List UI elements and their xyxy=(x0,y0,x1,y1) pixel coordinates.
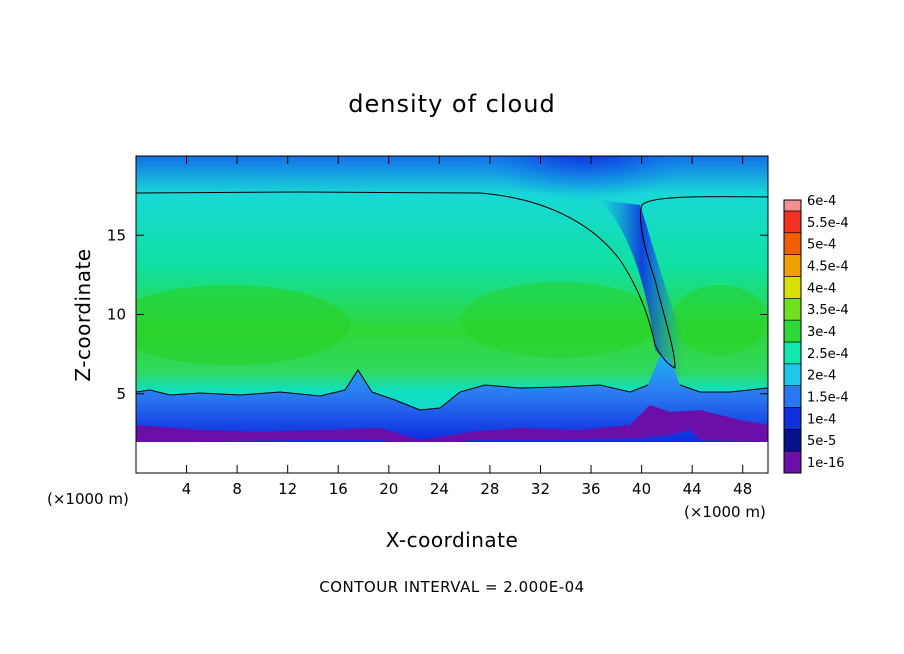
x-tick-label: 28 xyxy=(480,480,499,498)
colorbar-swatch xyxy=(783,232,802,255)
colorbar-swatch xyxy=(783,363,802,386)
y-tick-label: 15 xyxy=(107,226,126,244)
x-tick-label: 48 xyxy=(733,480,752,498)
x-tick-label: 40 xyxy=(632,480,651,498)
contour-lower xyxy=(136,369,649,411)
y-tick-label: 10 xyxy=(107,306,126,324)
y-tick-label: 5 xyxy=(116,385,126,403)
x-axis-ticks: 4 8 12 16 20 24 28 32 36 40 44 48 xyxy=(182,156,752,498)
x-unit-left: (×1000 m) xyxy=(47,490,129,508)
x-tick-label: 24 xyxy=(430,480,449,498)
y-axis-label: Z-coordinate xyxy=(71,248,95,381)
contour-upper xyxy=(136,191,768,369)
colorbar: 1e-16 5e-5 1e-4 1.5e-4 2e-4 2.5e-4 3e-4 3.5e-4 4… xyxy=(783,194,849,474)
x-axis-label: X-coordinate xyxy=(386,528,519,552)
contour-interval-note: CONTOUR INTERVAL = 2.000E-04 xyxy=(319,578,584,596)
no-cloud-notch xyxy=(405,442,470,452)
x-tick-label: 16 xyxy=(329,480,348,498)
colorbar-swatch xyxy=(783,319,802,343)
colorbar-label: 2.5e-4 xyxy=(807,347,849,362)
green-core-right xyxy=(460,282,660,358)
green-core-far-right xyxy=(672,285,768,355)
colorbar-swatch xyxy=(783,297,802,321)
colorbar-frame xyxy=(783,199,802,474)
colorbar-label: 1.5e-4 xyxy=(807,391,849,406)
colorbar-label: 4e-4 xyxy=(807,281,836,296)
colorbar-swatch xyxy=(783,199,802,212)
x-tick-label: 8 xyxy=(232,480,242,498)
x-tick-label: 20 xyxy=(379,480,398,498)
colorbar-swatch xyxy=(783,341,802,365)
x-tick-label: 36 xyxy=(581,480,600,498)
x-tick-label: 12 xyxy=(278,480,297,498)
y-axis-ticks: 5 10 15 xyxy=(107,226,768,403)
plot-area xyxy=(136,156,768,473)
colorbar-label: 3.5e-4 xyxy=(807,303,849,318)
colorbar-label: 3e-4 xyxy=(807,325,836,340)
x-unit-right: (×1000 m) xyxy=(684,503,766,521)
colorbar-label: 2e-4 xyxy=(807,369,836,384)
x-tick-label: 44 xyxy=(683,480,702,498)
colorbar-swatch xyxy=(783,254,802,277)
colorbar-swatch xyxy=(783,407,802,430)
colorbar-swatch xyxy=(783,429,802,452)
colorbar-label: 6e-4 xyxy=(807,194,836,209)
colorbar-label: 1e-4 xyxy=(807,412,836,427)
green-core-left xyxy=(136,285,350,365)
colorbar-swatch xyxy=(783,210,802,234)
colorbar-swatch xyxy=(783,276,802,299)
x-tick-label: 32 xyxy=(531,480,550,498)
colorbar-label: 1e-16 xyxy=(807,456,845,471)
contour-lower-right xyxy=(679,384,768,393)
chart-title: density of cloud xyxy=(348,90,555,118)
colorbar-swatch xyxy=(783,385,802,408)
plume-region xyxy=(600,200,684,380)
colorbar-label: 5e-5 xyxy=(807,434,836,449)
colorbar-label: 5e-4 xyxy=(807,238,836,253)
bottom-purple-band xyxy=(136,405,768,450)
colorbar-swatch xyxy=(783,450,802,474)
colorbar-label: 5.5e-4 xyxy=(807,216,849,231)
colorbar-label: 4.5e-4 xyxy=(807,260,849,275)
x-tick-label: 4 xyxy=(182,480,192,498)
